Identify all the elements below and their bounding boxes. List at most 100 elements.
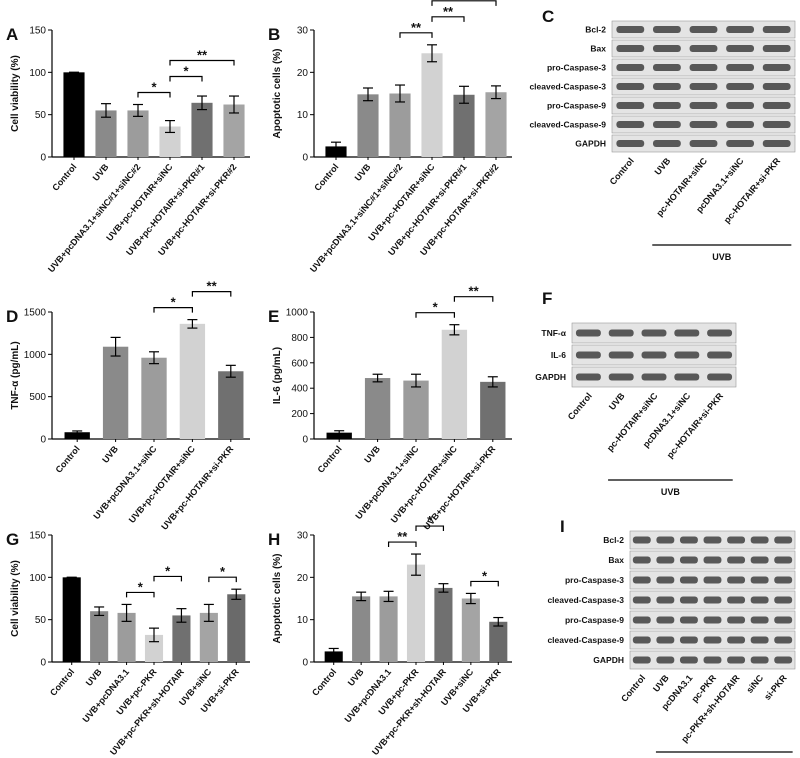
error-bar — [328, 647, 339, 655]
panel-label: F — [542, 289, 552, 308]
band — [679, 616, 698, 624]
lane-label: Control — [566, 391, 594, 422]
band — [726, 64, 755, 71]
error-bar — [165, 119, 175, 134]
band — [703, 576, 722, 584]
x-tick-label: Control — [312, 162, 340, 193]
x-tick-label: Control — [50, 162, 78, 193]
protein-label: GAPDH — [535, 372, 566, 382]
x-tick-label: UVB+pc-HOTAIR+si-PKR — [159, 443, 235, 531]
error-bar — [465, 592, 476, 605]
error-bar — [149, 627, 159, 643]
y-tick-label: 0 — [40, 435, 46, 446]
x-tick-label: UVB+pc-HOTAIR+siNC — [389, 443, 460, 524]
band — [632, 636, 651, 644]
protein-label: cleaved-Caspase-9 — [547, 635, 624, 645]
band — [656, 576, 675, 584]
band — [679, 576, 698, 584]
bar — [489, 621, 508, 662]
y-tick-label: 1500 — [24, 308, 47, 319]
band — [656, 616, 675, 624]
bar — [90, 611, 109, 662]
significance-bracket — [431, 0, 497, 6]
band — [679, 656, 698, 664]
band — [750, 596, 769, 604]
y-axis-label: Cell viability (%) — [10, 560, 21, 637]
bar — [364, 378, 391, 439]
band — [575, 351, 601, 359]
significance-bracket — [153, 307, 193, 313]
x-tick-label: Control — [54, 444, 82, 475]
band — [632, 656, 651, 664]
x-tick-label: Control — [310, 667, 338, 698]
band — [641, 329, 667, 337]
error-bar — [229, 95, 239, 114]
band — [726, 26, 755, 33]
band — [726, 45, 755, 52]
y-axis-label: TNF-α (pg/mL) — [10, 341, 21, 409]
protein-label: cleaved-Caspase-3 — [529, 82, 606, 92]
bar — [191, 102, 213, 157]
band — [727, 596, 746, 604]
x-tick-label: UVB+pcDNA3.1+siNC — [91, 443, 158, 521]
bar — [403, 380, 429, 439]
band — [632, 536, 651, 544]
band — [726, 102, 755, 109]
error-bar — [356, 591, 367, 602]
y-tick-label: 200 — [291, 409, 308, 420]
band — [750, 556, 769, 564]
band — [652, 102, 681, 109]
band — [652, 26, 681, 33]
protein-label: Bax — [590, 44, 606, 54]
bar — [179, 323, 206, 439]
band — [750, 636, 769, 644]
significance-label: ** — [459, 0, 470, 3]
x-tick-label: UVB — [91, 161, 111, 182]
error-bar — [383, 590, 394, 603]
band — [641, 351, 667, 359]
y-tick-label: 600 — [291, 358, 308, 369]
significance-bracket — [470, 580, 499, 587]
error-bar — [491, 85, 501, 100]
y-tick-label: 10 — [297, 110, 309, 121]
band — [632, 616, 651, 624]
significance-bracket — [399, 32, 433, 38]
lane-label: siNC — [744, 672, 765, 695]
x-tick-label: UVB — [84, 666, 104, 687]
band — [703, 596, 722, 604]
band — [774, 596, 793, 604]
y-tick-label: 0 — [40, 658, 46, 669]
significance-label: ** — [397, 529, 408, 544]
y-tick-label: 50 — [35, 110, 47, 121]
bar — [64, 432, 90, 439]
significance-label: * — [165, 563, 171, 578]
y-tick-label: 100 — [29, 573, 46, 584]
group-label: UVB — [661, 487, 681, 497]
band — [774, 556, 793, 564]
bar — [63, 72, 85, 157]
band — [632, 596, 651, 604]
bar — [227, 594, 246, 662]
bar — [172, 615, 191, 662]
band — [774, 656, 793, 664]
band — [689, 140, 718, 147]
band — [762, 102, 791, 109]
band — [632, 556, 651, 564]
band — [679, 596, 698, 604]
band — [616, 121, 645, 128]
y-axis-label: Apoptotic cells (%) — [272, 553, 283, 643]
x-tick-label: UVB+pc-HOTAIR+siNC — [127, 443, 198, 524]
y-tick-label: 20 — [297, 68, 309, 79]
significance-bracket — [137, 91, 171, 98]
bar — [223, 104, 245, 157]
lane-label: UVB — [653, 155, 673, 176]
significance-bracket — [125, 591, 155, 598]
band — [727, 616, 746, 624]
significance-bracket — [415, 312, 455, 318]
band — [608, 329, 634, 337]
protein-label: pro-Caspase-3 — [547, 63, 606, 73]
significance-label: ** — [197, 48, 208, 63]
band — [774, 536, 793, 544]
band — [703, 616, 722, 624]
